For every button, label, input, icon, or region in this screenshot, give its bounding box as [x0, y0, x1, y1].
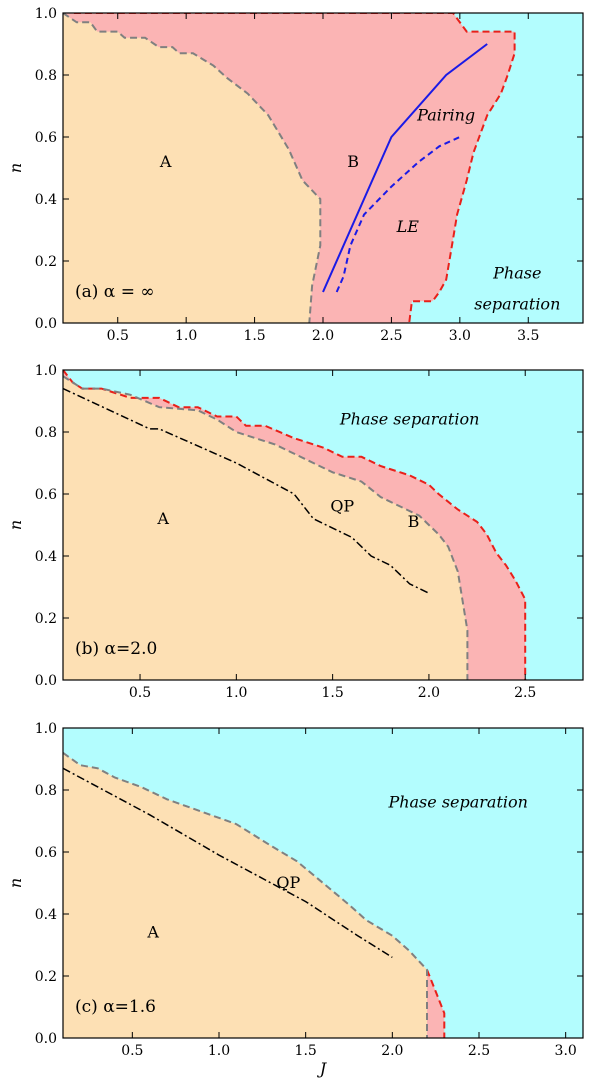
- y-tick-label: 0.6: [35, 845, 57, 861]
- x-tick-label: 2.5: [514, 685, 536, 701]
- panel-b: 0.5 1.0 1.5 2.0 2.5 0.0 0.2 0.4 0.6 0.8 1.0 n A QP B Ph…: [6, 363, 584, 701]
- y-tick-label: 0.2: [35, 969, 57, 985]
- y-tick-label: 0.8: [35, 783, 57, 799]
- y-tick-label: 0.0: [35, 673, 57, 689]
- y-axis-title: n: [6, 878, 25, 888]
- x-tick-label: 3.5: [517, 328, 539, 344]
- x-tick-label: 1.5: [321, 685, 343, 701]
- y-tick-label: 0.6: [35, 130, 57, 146]
- x-tick-label: 1.0: [208, 1043, 230, 1059]
- annotation-qp: QP: [330, 496, 354, 515]
- y-tick-label: 0.4: [35, 192, 57, 208]
- panel-label: (a) α = ∞: [75, 282, 155, 302]
- panel-label: (c) α=1.6: [75, 997, 156, 1017]
- plot-area: [63, 728, 583, 1038]
- x-tick-label: 2.0: [418, 685, 440, 701]
- x-tick-label: 2.0: [381, 1043, 403, 1059]
- y-tick-label: 0.4: [35, 907, 57, 923]
- x-tick-label: 1.0: [225, 685, 247, 701]
- annotation-b: B: [408, 512, 420, 531]
- y-tick-label: 0.6: [35, 487, 57, 503]
- annotation-a: A: [156, 509, 169, 528]
- x-axis-title: J: [317, 1059, 328, 1078]
- panel-c: 0.5 1.0 1.5 2.0 2.5 3.0 0.0 0.2 0.4 0.6 0.8 1.0 n J A Q…: [6, 721, 584, 1078]
- annotation-qp: QP: [276, 873, 300, 892]
- x-tick-label: 2.5: [468, 1043, 490, 1059]
- series-line-le: [335, 136, 461, 293]
- y-tick-label: 0.2: [35, 254, 57, 270]
- x-tick-label: 3.0: [555, 1043, 577, 1059]
- boundary-a: [63, 13, 322, 323]
- x-tick-label: 1.0: [175, 328, 197, 344]
- annotation-separation: separation: [474, 294, 560, 313]
- panel-a: 0.5 1.0 1.5 2.0 2.5 3.0 3.5 0.0 0.2 0.4 0.6 0.8 1.0 n…: [6, 6, 584, 344]
- x-tick-label: 3.0: [449, 328, 471, 344]
- x-tick-label: 1.5: [295, 1043, 317, 1059]
- boundary-a: [63, 751, 428, 1038]
- y-tick-label: 1.0: [35, 6, 57, 22]
- region-a: [63, 728, 427, 1038]
- boundary-a: [63, 375, 469, 680]
- annotation-a: A: [159, 152, 172, 171]
- series-line-pairing: [322, 43, 488, 293]
- annotation-pairing: Pairing: [416, 105, 475, 124]
- region-a: [63, 13, 321, 323]
- plot-frame: [62, 369, 584, 681]
- x-tick-label: 2.5: [380, 328, 402, 344]
- annotation-b: B: [347, 152, 359, 171]
- x-tick-label: 1.5: [243, 328, 265, 344]
- annotation-le: LE: [396, 217, 420, 236]
- annotation-phase-separation: Phase separation: [339, 410, 480, 429]
- boundary-b-phase-separation: [426, 969, 446, 1038]
- boundary-b-phase-separation: [73, 13, 516, 323]
- plot-frame: [62, 727, 584, 1039]
- panel-label: (b) α=2.0: [75, 639, 157, 659]
- annotation-phase: Phase: [492, 263, 541, 282]
- y-axis-title: n: [6, 163, 25, 173]
- y-tick-label: 1.0: [35, 363, 57, 379]
- x-tick-label: 2.0: [312, 328, 334, 344]
- annotation-phase-separation: Phase separation: [387, 792, 528, 811]
- y-tick-label: 0.8: [35, 68, 57, 84]
- x-tick-label: 0.5: [121, 1043, 143, 1059]
- y-tick-label: 0.0: [35, 316, 57, 332]
- region-b: [427, 969, 445, 1038]
- series-line-qp: [63, 767, 393, 959]
- annotation-a: A: [146, 923, 159, 942]
- series-line-qp: [63, 387, 430, 594]
- y-axis-title: n: [6, 520, 25, 530]
- y-tick-label: 0.2: [35, 611, 57, 627]
- region-a: [63, 370, 468, 680]
- x-tick-label: 0.5: [129, 685, 151, 701]
- y-tick-label: 0.0: [35, 1031, 57, 1047]
- plot-area: [63, 13, 583, 323]
- boundary-b-phase-separation: [63, 370, 527, 680]
- y-tick-label: 0.4: [35, 549, 57, 565]
- plot-area: [63, 370, 583, 680]
- x-tick-label: 0.5: [107, 328, 129, 344]
- y-tick-label: 0.8: [35, 425, 57, 441]
- y-tick-label: 1.0: [35, 721, 57, 737]
